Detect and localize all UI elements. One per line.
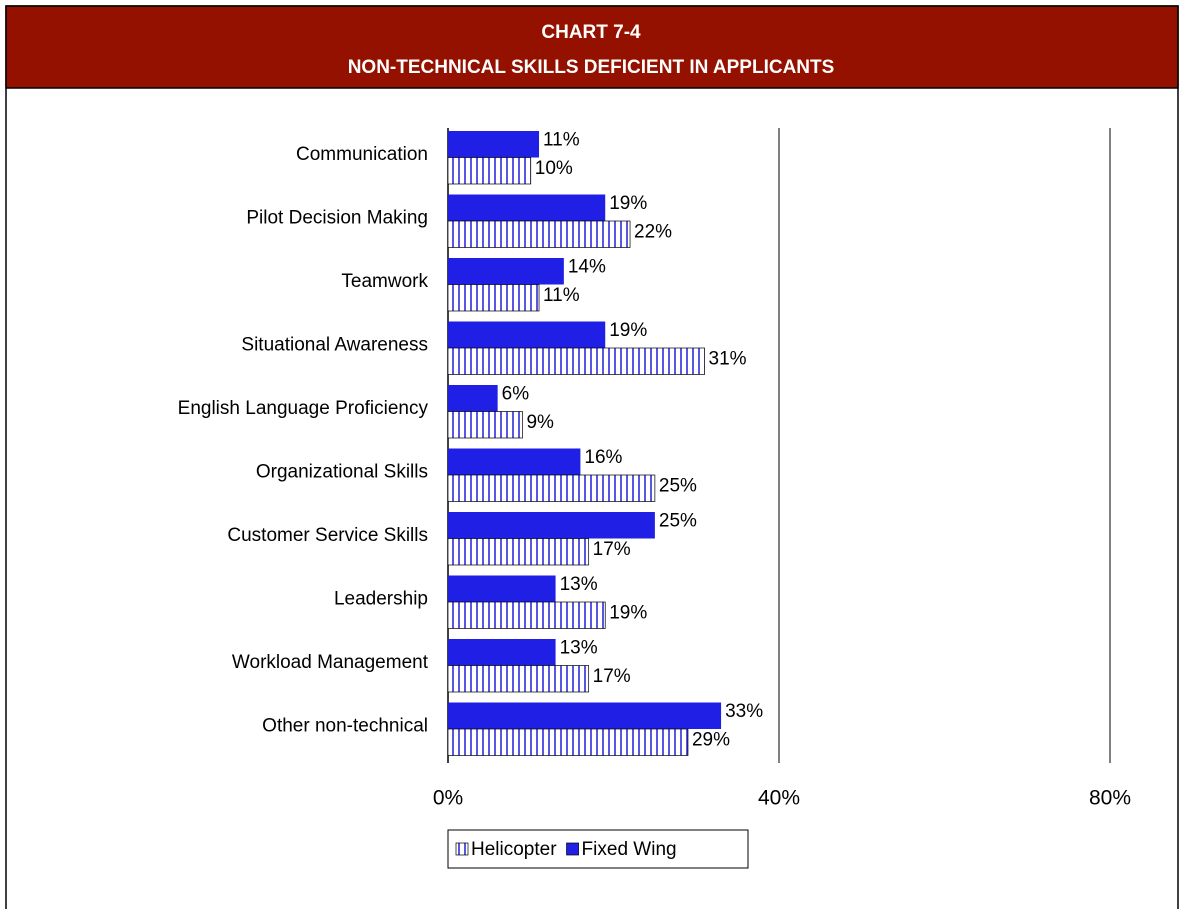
legend bbox=[447, 829, 749, 869]
bar bbox=[448, 448, 581, 475]
x-tick-label: 80% bbox=[1089, 787, 1131, 810]
y-tick-label: Situational Awareness bbox=[241, 335, 428, 356]
value-label: 19% bbox=[609, 193, 647, 214]
value-label: 13% bbox=[560, 574, 598, 595]
bar bbox=[447, 157, 532, 185]
value-label: 6% bbox=[502, 383, 530, 404]
bar bbox=[448, 702, 722, 729]
y-tick-label: Leadership bbox=[334, 589, 428, 610]
bar bbox=[448, 385, 498, 412]
value-label: 29% bbox=[692, 729, 730, 750]
bar bbox=[447, 284, 540, 312]
y-tick-label: English Language Proficiency bbox=[178, 398, 429, 419]
bar bbox=[447, 665, 590, 693]
legend-swatch bbox=[455, 842, 469, 856]
bar bbox=[447, 538, 590, 566]
y-tick-label: Communication bbox=[296, 144, 428, 165]
y-tick-label: Organizational Skills bbox=[256, 462, 428, 483]
value-label: 17% bbox=[593, 666, 631, 687]
y-tick-label: Customer Service Skills bbox=[227, 525, 428, 546]
value-label: 25% bbox=[659, 510, 697, 531]
bar bbox=[448, 321, 606, 348]
y-tick-label: Pilot Decision Making bbox=[246, 208, 428, 229]
legend-label: Helicopter bbox=[471, 839, 557, 860]
value-label: 16% bbox=[584, 447, 622, 468]
y-tick-label: Other non-technical bbox=[262, 716, 428, 737]
bar bbox=[448, 512, 655, 539]
value-label: 33% bbox=[725, 701, 763, 722]
header bbox=[5, 5, 1179, 89]
value-label: 9% bbox=[526, 412, 554, 433]
bar bbox=[447, 220, 631, 248]
bar bbox=[447, 411, 523, 439]
y-tick-label: Teamwork bbox=[341, 271, 428, 292]
bar bbox=[448, 131, 540, 158]
bar bbox=[448, 258, 564, 285]
bar bbox=[447, 474, 656, 502]
bar bbox=[448, 575, 556, 602]
value-label: 10% bbox=[535, 158, 573, 179]
value-label: 22% bbox=[634, 221, 672, 242]
bar bbox=[447, 728, 689, 756]
value-label: 11% bbox=[543, 285, 580, 306]
value-label: 17% bbox=[593, 539, 631, 560]
value-label: 14% bbox=[568, 256, 606, 277]
legend-label: Fixed Wing bbox=[582, 839, 677, 860]
bar bbox=[448, 194, 606, 221]
value-label: 19% bbox=[609, 320, 647, 341]
value-label: 11% bbox=[543, 129, 580, 150]
value-label: 31% bbox=[709, 348, 747, 369]
chart-subtitle: NON-TECHNICAL SKILLS DEFICIENT IN APPLIC… bbox=[348, 57, 835, 78]
value-label: 25% bbox=[659, 475, 697, 496]
x-tick-label: 0% bbox=[433, 787, 463, 810]
frame bbox=[5, 5, 1179, 909]
legend-swatch bbox=[566, 842, 579, 856]
value-label: 19% bbox=[609, 602, 647, 623]
chart-title: CHART 7-4 bbox=[541, 22, 641, 43]
bar bbox=[447, 601, 606, 629]
y-tick-label: Workload Management bbox=[232, 652, 429, 673]
x-tick-label: 40% bbox=[758, 787, 800, 810]
bar bbox=[447, 347, 705, 375]
value-label: 13% bbox=[560, 637, 598, 658]
bar bbox=[448, 639, 556, 666]
